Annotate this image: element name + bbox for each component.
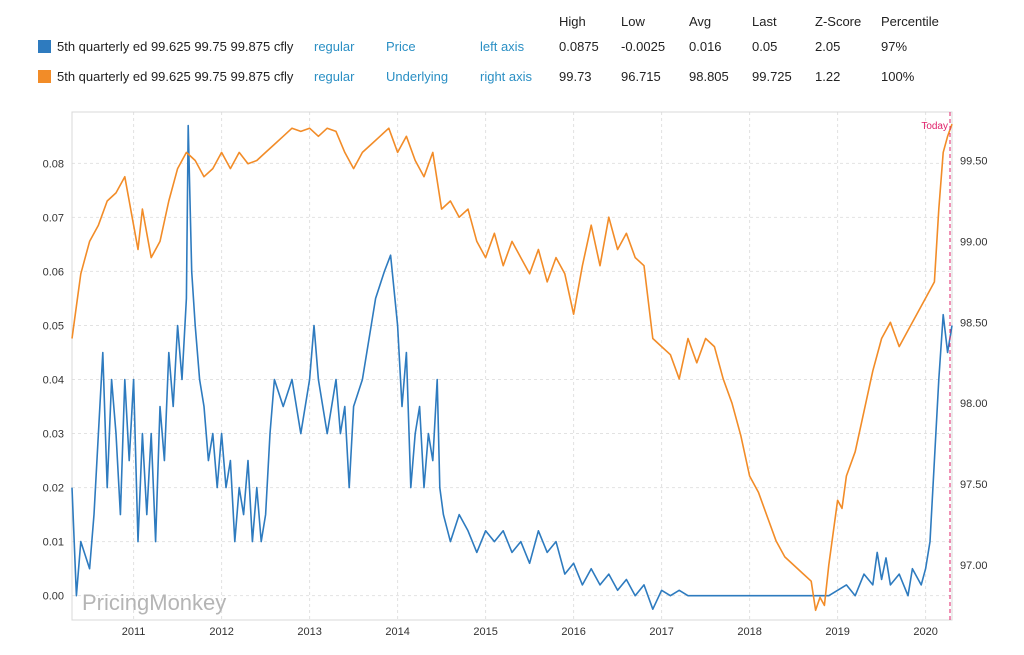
header-high: High xyxy=(559,14,586,29)
x-tick-label: 2016 xyxy=(561,626,585,638)
header-zscore: Z-Score xyxy=(815,14,862,29)
x-axis-ticks: 2011 2012 2013 2014 2015 2016 2017 2018 2019 2020 xyxy=(122,626,938,638)
left-tick-label: 0.03 xyxy=(43,429,64,441)
plot-area xyxy=(71,111,953,621)
left-tick-label: 0.02 xyxy=(43,483,64,495)
x-tick-label: 2020 xyxy=(913,626,937,638)
x-tick-label: 2019 xyxy=(825,626,849,638)
stat-last: 99.725 xyxy=(752,69,792,84)
left-tick-label: 0.04 xyxy=(43,375,64,387)
series-layer xyxy=(71,123,953,612)
header-last: Last xyxy=(752,14,777,29)
left-tick-label: 0.06 xyxy=(43,266,64,278)
left-axis-ticks: 0.00 0.01 0.02 0.03 0.04 0.05 0.06 0.07 0.08 xyxy=(43,158,64,602)
line-chart[interactable]: PricingMonkey Today 2011 2012 2013 2014 2015… xyxy=(0,100,1024,655)
right-tick-label: 99.00 xyxy=(960,236,988,248)
stat-low: 96.715 xyxy=(621,69,661,84)
left-tick-label: 0.00 xyxy=(43,591,64,603)
series-name: 5th quarterly ed 99.625 99.75 99.875 cfl… xyxy=(57,39,294,54)
left-tick-label: 0.08 xyxy=(43,158,64,170)
series-name: 5th quarterly ed 99.625 99.75 99.875 cfl… xyxy=(57,69,294,84)
style-link[interactable]: regular xyxy=(314,39,355,54)
right-axis-ticks: 97.00 97.50 98.00 98.50 99.00 99.50 xyxy=(960,156,988,572)
left-tick-label: 0.01 xyxy=(43,537,64,549)
stat-high: 99.73 xyxy=(559,69,592,84)
right-tick-label: 99.50 xyxy=(960,156,988,168)
right-tick-label: 97.00 xyxy=(960,560,988,572)
x-tick-label: 2013 xyxy=(297,626,321,638)
underlying-color-swatch xyxy=(38,70,51,83)
header-low: Low xyxy=(621,14,645,29)
today-label: Today xyxy=(921,121,948,132)
left-tick-label: 0.05 xyxy=(43,320,64,332)
right-tick-label: 98.50 xyxy=(960,317,988,329)
header-avg: Avg xyxy=(689,14,712,29)
stat-zscore: 1.22 xyxy=(815,69,841,84)
style-link[interactable]: regular xyxy=(314,69,355,84)
x-tick-label: 2015 xyxy=(473,626,497,638)
legend: High Low Avg Last Z-Score Percentile 5th… xyxy=(0,0,1024,100)
x-tick-label: 2018 xyxy=(737,626,761,638)
axis-link[interactable]: right axis xyxy=(480,69,533,84)
stat-avg: 0.016 xyxy=(689,39,722,54)
field-link[interactable]: Price xyxy=(386,39,416,54)
right-tick-label: 98.00 xyxy=(960,398,988,410)
left-tick-label: 0.07 xyxy=(43,212,64,224)
x-tick-label: 2011 xyxy=(122,626,146,638)
watermark: PricingMonkey xyxy=(82,590,226,615)
right-tick-label: 97.50 xyxy=(960,479,988,491)
stat-low: -0.0025 xyxy=(621,39,666,54)
x-tick-label: 2014 xyxy=(385,626,409,638)
stat-avg: 98.805 xyxy=(689,69,729,84)
stat-high: 0.0875 xyxy=(559,39,599,54)
underlying-series-line xyxy=(71,123,953,612)
field-link[interactable]: Underlying xyxy=(386,69,449,84)
stat-percentile: 97% xyxy=(881,39,908,54)
price-series-line xyxy=(71,124,953,610)
stat-last: 0.05 xyxy=(752,39,778,54)
axis-link[interactable]: left axis xyxy=(480,39,525,54)
grid-lines xyxy=(72,112,952,620)
stat-percentile: 100% xyxy=(881,69,915,84)
x-tick-label: 2017 xyxy=(649,626,673,638)
stat-zscore: 2.05 xyxy=(815,39,841,54)
price-color-swatch xyxy=(38,40,51,53)
header-percentile: Percentile xyxy=(881,14,939,29)
x-tick-label: 2012 xyxy=(209,626,233,638)
